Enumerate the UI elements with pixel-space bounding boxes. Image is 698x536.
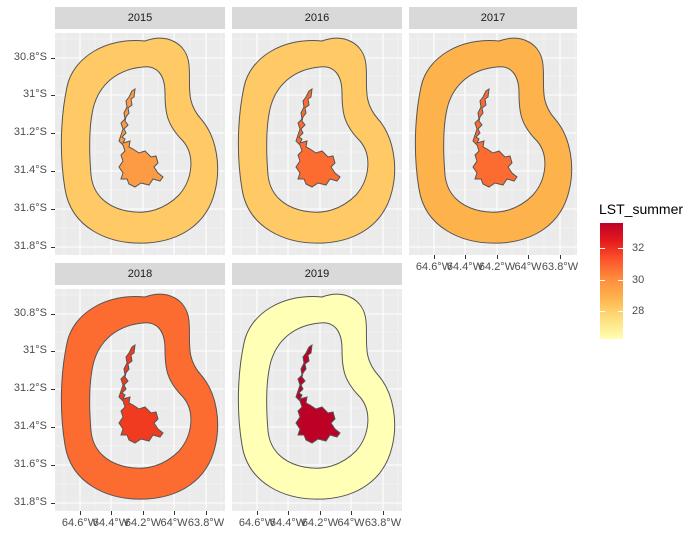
y-tick-mark xyxy=(51,314,55,315)
city-area-2016 xyxy=(295,87,341,188)
buffer-ring-2019 xyxy=(237,293,396,500)
legend-title: LST_summer xyxy=(599,201,684,217)
x-tick-label: 63.8°W xyxy=(541,261,579,273)
y-tick-mark xyxy=(51,427,55,428)
map-svg xyxy=(232,33,402,255)
map-svg xyxy=(55,33,225,255)
x-tick-label: 64.6°W xyxy=(415,261,453,273)
buffer-ring-2018 xyxy=(60,293,219,500)
buffer-ring-2016 xyxy=(237,37,396,244)
legend-tick xyxy=(600,280,605,281)
x-tick-mark xyxy=(288,511,289,515)
x-tick-mark xyxy=(465,255,466,259)
map-svg xyxy=(409,33,577,255)
y-tick-label: 31.2°S xyxy=(13,382,47,394)
legend-tick xyxy=(618,311,623,312)
y-tick-label: 31°S xyxy=(23,344,47,356)
map-panel-2018 xyxy=(55,289,225,511)
facet-strip-2019: 2019 xyxy=(232,263,402,285)
x-tick-mark xyxy=(434,255,435,259)
x-tick-label: 64°W xyxy=(514,261,542,273)
x-tick-mark xyxy=(383,511,384,515)
y-tick-label: 30.8°S xyxy=(13,307,47,319)
y-tick-label: 31.8°S xyxy=(13,240,47,252)
x-tick-label: 63.8°W xyxy=(364,517,402,529)
buffer-ring-2017 xyxy=(414,37,573,244)
x-tick-label: 64°W xyxy=(160,517,188,529)
x-tick-label: 64.2°W xyxy=(124,517,162,529)
x-tick-label: 64.2°W xyxy=(301,517,339,529)
x-tick-label: 64.4°W xyxy=(446,261,484,273)
x-tick-mark xyxy=(560,255,561,259)
x-tick-mark xyxy=(497,255,498,259)
legend-label: 32 xyxy=(632,242,645,254)
x-tick-mark xyxy=(528,255,529,259)
legend-tick xyxy=(618,248,623,249)
x-tick-mark xyxy=(320,511,321,515)
x-tick-mark xyxy=(351,511,352,515)
y-tick-mark xyxy=(51,209,55,210)
x-tick-label: 64.6°W xyxy=(238,517,276,529)
y-tick-mark xyxy=(51,389,55,390)
legend-tick xyxy=(600,248,605,249)
facet-strip-2015: 2015 xyxy=(55,7,225,29)
x-tick-label: 63.8°W xyxy=(187,517,225,529)
city-area-2017 xyxy=(472,87,518,188)
x-tick-label: 64.2°W xyxy=(478,261,516,273)
y-tick-mark xyxy=(51,58,55,59)
legend-tick xyxy=(600,311,605,312)
legend-colorbar xyxy=(600,223,623,339)
city-area-2019 xyxy=(295,343,341,444)
y-tick-mark xyxy=(51,171,55,172)
y-tick-mark xyxy=(51,351,55,352)
x-tick-label: 64.6°W xyxy=(61,517,99,529)
y-tick-label: 31.6°S xyxy=(13,458,47,470)
y-tick-label: 31.4°S xyxy=(13,420,47,432)
y-tick-label: 31°S xyxy=(23,88,47,100)
map-svg xyxy=(232,289,402,511)
facet-strip-2018: 2018 xyxy=(55,263,225,285)
facet-strip-2016: 2016 xyxy=(232,7,402,29)
x-tick-label: 64.4°W xyxy=(92,517,130,529)
y-tick-label: 31.2°S xyxy=(13,126,47,138)
x-tick-mark xyxy=(111,511,112,515)
y-tick-label: 31.8°S xyxy=(13,496,47,508)
city-area-2018 xyxy=(118,343,164,444)
x-tick-label: 64.4°W xyxy=(269,517,307,529)
y-tick-mark xyxy=(51,95,55,96)
x-tick-label: 64°W xyxy=(337,517,365,529)
x-tick-mark xyxy=(80,511,81,515)
legend-label: 28 xyxy=(632,305,645,317)
city-area-2015 xyxy=(118,87,164,188)
legend-label: 30 xyxy=(632,274,645,286)
map-panel-2017 xyxy=(409,33,577,255)
map-panel-2016 xyxy=(232,33,402,255)
y-tick-label: 30.8°S xyxy=(13,51,47,63)
buffer-ring-2015 xyxy=(60,37,219,244)
map-panel-2015 xyxy=(55,33,225,255)
x-tick-mark xyxy=(206,511,207,515)
y-tick-mark xyxy=(51,247,55,248)
legend-tick xyxy=(618,280,623,281)
y-tick-mark xyxy=(51,503,55,504)
x-tick-mark xyxy=(257,511,258,515)
y-tick-mark xyxy=(51,133,55,134)
y-tick-label: 31.4°S xyxy=(13,164,47,176)
y-tick-label: 31.6°S xyxy=(13,202,47,214)
y-tick-mark xyxy=(51,465,55,466)
x-tick-mark xyxy=(174,511,175,515)
map-svg xyxy=(55,289,225,511)
x-tick-mark xyxy=(143,511,144,515)
facet-strip-2017: 2017 xyxy=(409,7,577,29)
map-panel-2019 xyxy=(232,289,402,511)
